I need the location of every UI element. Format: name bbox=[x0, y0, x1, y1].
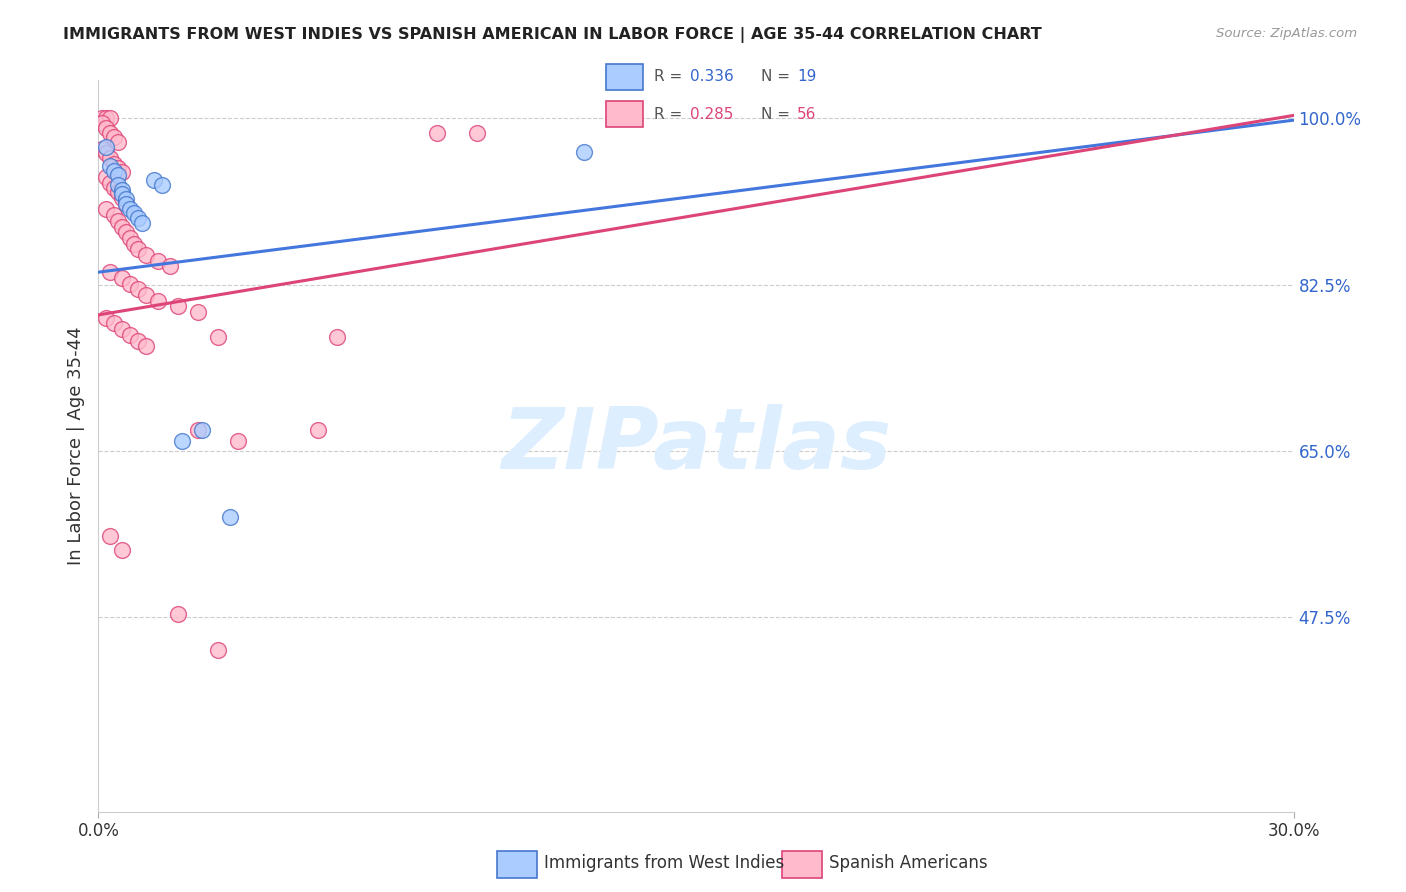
Point bbox=[191, 423, 214, 437]
Text: N =: N = bbox=[761, 70, 794, 85]
Point bbox=[91, 142, 114, 156]
Point bbox=[96, 146, 118, 161]
Point bbox=[135, 248, 157, 262]
Point bbox=[111, 187, 134, 202]
Text: Spanish Americans: Spanish Americans bbox=[830, 855, 988, 872]
Bar bbox=[606, 63, 643, 90]
Text: 19: 19 bbox=[797, 70, 817, 85]
Text: Immigrants from West Indies: Immigrants from West Indies bbox=[544, 855, 785, 872]
Point bbox=[143, 173, 166, 187]
Point bbox=[111, 165, 134, 179]
Point bbox=[103, 163, 125, 178]
Point bbox=[96, 120, 118, 135]
Point bbox=[187, 305, 209, 319]
Point bbox=[98, 126, 122, 140]
Text: 0.285: 0.285 bbox=[690, 107, 734, 121]
Text: N =: N = bbox=[761, 107, 794, 121]
Bar bbox=[782, 851, 823, 879]
Point bbox=[127, 243, 149, 257]
Point bbox=[207, 643, 229, 657]
Point bbox=[465, 126, 488, 140]
Text: IMMIGRANTS FROM WEST INDIES VS SPANISH AMERICAN IN LABOR FORCE | AGE 35-44 CORRE: IMMIGRANTS FROM WEST INDIES VS SPANISH A… bbox=[63, 27, 1042, 43]
Point bbox=[127, 282, 149, 296]
Point bbox=[115, 196, 138, 211]
Point bbox=[167, 607, 190, 621]
Text: 56: 56 bbox=[797, 107, 817, 121]
Point bbox=[131, 216, 153, 230]
Point bbox=[135, 288, 157, 302]
Point bbox=[124, 236, 146, 251]
Point bbox=[127, 334, 149, 348]
Point bbox=[111, 219, 134, 234]
Point bbox=[150, 178, 173, 192]
Point bbox=[167, 299, 190, 313]
Point bbox=[103, 208, 125, 222]
Point bbox=[107, 178, 129, 192]
Point bbox=[98, 159, 122, 173]
Text: R =: R = bbox=[654, 70, 688, 85]
Point bbox=[111, 543, 134, 558]
Text: R =: R = bbox=[654, 107, 688, 121]
Point bbox=[120, 231, 142, 245]
Point bbox=[107, 214, 129, 228]
Point bbox=[103, 157, 125, 171]
Point bbox=[148, 293, 170, 308]
Point bbox=[135, 339, 157, 353]
Point bbox=[426, 126, 449, 140]
Point bbox=[98, 151, 122, 165]
Point bbox=[107, 186, 129, 200]
Point bbox=[103, 130, 125, 145]
Point bbox=[159, 260, 181, 274]
Point bbox=[91, 116, 114, 130]
Point bbox=[107, 168, 129, 182]
Point bbox=[98, 176, 122, 190]
Point bbox=[115, 192, 138, 206]
Point bbox=[172, 434, 194, 449]
Bar bbox=[606, 101, 643, 128]
Text: 0.336: 0.336 bbox=[690, 70, 734, 85]
Point bbox=[91, 112, 114, 126]
Point bbox=[111, 191, 134, 205]
Point bbox=[98, 265, 122, 279]
Point bbox=[307, 423, 329, 437]
Point bbox=[111, 322, 134, 336]
Point bbox=[111, 271, 134, 285]
Point bbox=[124, 206, 146, 220]
Point bbox=[127, 211, 149, 225]
Text: ZIPatlas: ZIPatlas bbox=[501, 404, 891, 488]
Point bbox=[326, 330, 349, 344]
Point bbox=[107, 135, 129, 149]
Point bbox=[120, 202, 142, 216]
Point bbox=[148, 253, 170, 268]
Point bbox=[98, 112, 122, 126]
Point bbox=[107, 161, 129, 175]
Point bbox=[96, 112, 118, 126]
Point bbox=[120, 277, 142, 291]
Point bbox=[187, 423, 209, 437]
Point bbox=[120, 327, 142, 342]
Point bbox=[574, 145, 596, 159]
Point bbox=[207, 330, 229, 344]
Point bbox=[96, 310, 118, 325]
Point bbox=[103, 317, 125, 331]
Point bbox=[226, 434, 249, 449]
Text: Source: ZipAtlas.com: Source: ZipAtlas.com bbox=[1216, 27, 1357, 40]
Point bbox=[111, 182, 134, 196]
Point bbox=[115, 225, 138, 239]
Bar bbox=[496, 851, 537, 879]
Point bbox=[115, 196, 138, 211]
Point bbox=[96, 170, 118, 185]
Point bbox=[96, 202, 118, 217]
Y-axis label: In Labor Force | Age 35-44: In Labor Force | Age 35-44 bbox=[66, 326, 84, 566]
Point bbox=[103, 180, 125, 194]
Point bbox=[96, 140, 118, 154]
Point bbox=[219, 510, 242, 524]
Point bbox=[98, 529, 122, 543]
